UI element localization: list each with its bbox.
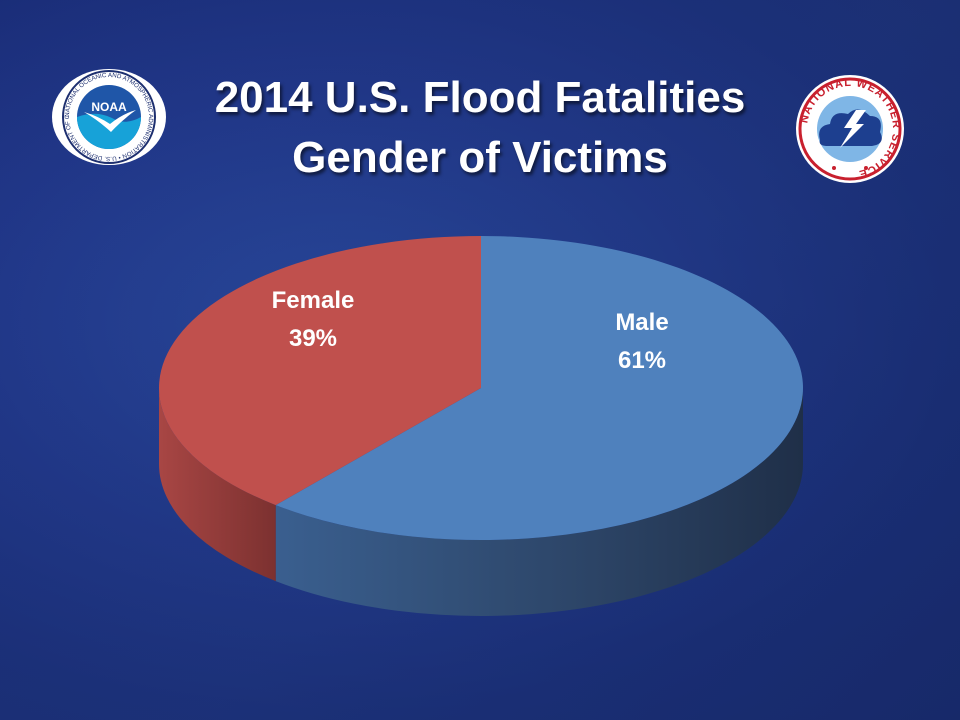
pie-group: Male 61% Female 39% (159, 236, 803, 617)
female-slice (159, 236, 482, 506)
noaa-logo: NATIONAL OCEANIC AND ATMOSPHERIC ADMINIS… (50, 68, 166, 165)
noaa-logo-text: NOAA (91, 100, 127, 114)
title-line-1: 2014 U.S. Flood Fatalities (214, 73, 746, 122)
male-slice-side (275, 388, 803, 617)
title-line-2: Gender of Victims (292, 133, 668, 182)
male-slice (275, 236, 803, 540)
female-slice-name-label: Female (272, 287, 355, 314)
female-slice-percent-label: 39% (289, 325, 337, 352)
chart-title: 2014 U.S. Flood Fatalities Gender of Vic… (180, 68, 780, 188)
nws-logo: NATIONAL WEATHER SERVICE (796, 75, 904, 183)
male-slice-percent-label: 61% (618, 347, 666, 374)
female-slice-side (159, 388, 276, 582)
male-slice-name-label: Male (615, 309, 668, 336)
